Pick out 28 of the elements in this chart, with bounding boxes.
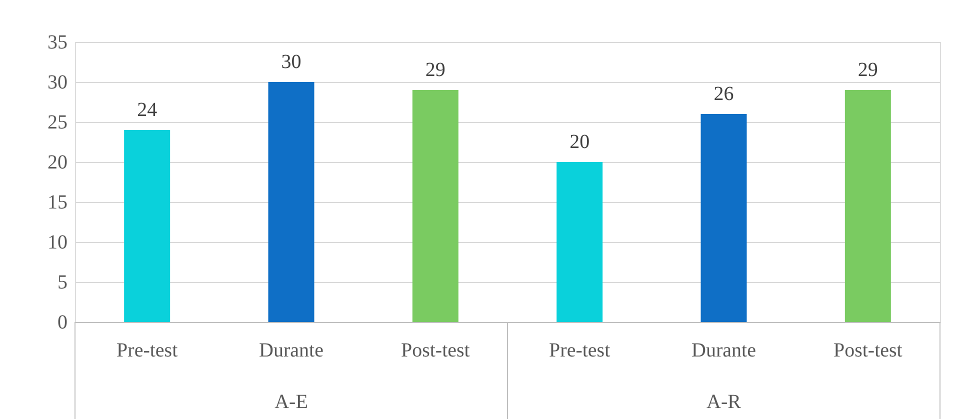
y-tick-label: 5 [58,272,68,294]
x-tick-label: Post-test [400,340,470,362]
x-tick-label: Durante [692,340,756,362]
data-label: 26 [714,83,734,105]
bar [124,130,170,322]
x-tick-label: Pre-test [116,340,178,362]
y-tick-label: 0 [58,312,68,334]
y-tick-label: 35 [48,32,68,54]
bar [412,90,458,322]
bar [844,90,891,322]
data-label: 24 [137,99,158,121]
x-tick-label: Post-test [833,340,903,362]
bar [268,82,314,322]
text: A-E [274,391,308,413]
data-label: 29 [425,59,446,81]
x-tick-label: Durante [259,340,324,362]
text: A-R [706,391,742,413]
x-tick-label: Pre-test [549,340,611,362]
y-tick-label: 25 [48,112,68,134]
bar [700,114,747,322]
y-tick-label: 10 [48,232,68,254]
data-label: 29 [858,59,878,81]
bar [556,162,603,322]
y-tick-label: 30 [48,72,68,94]
data-label: 20 [570,131,590,153]
data-label: 30 [281,51,302,73]
y-tick-label: 15 [48,192,68,214]
y-tick-label: 20 [48,152,68,174]
